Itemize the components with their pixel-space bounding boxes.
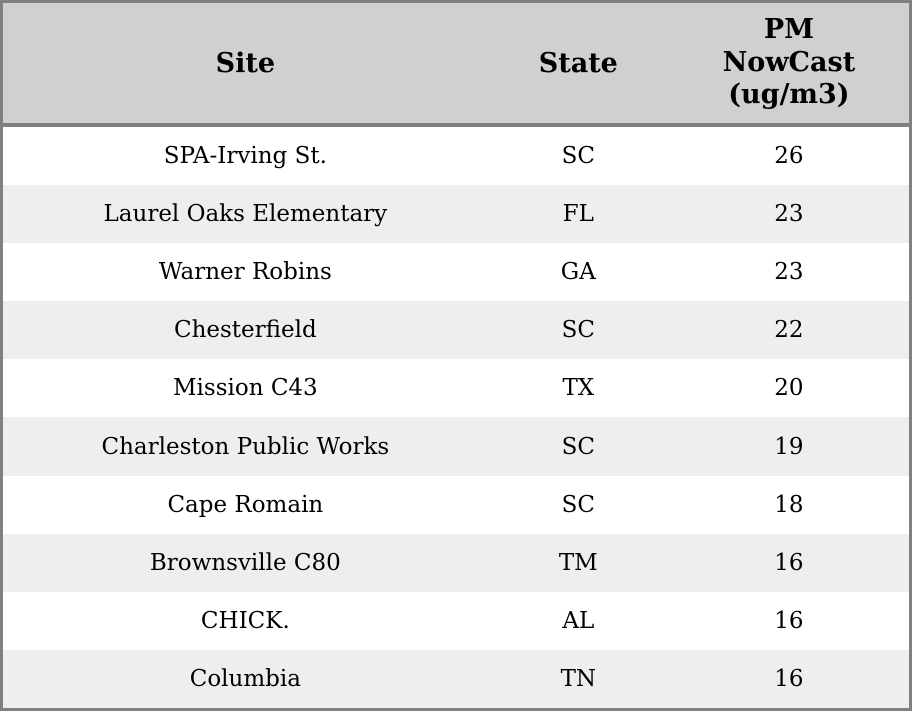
cell-pm-value: 23 [774, 201, 804, 228]
table-row: Chesterfield SC 22 [3, 301, 909, 360]
table-row: Charleston Public Works SC 19 [3, 417, 909, 476]
cell-site: Mission C43 [172, 375, 318, 402]
cell-site: Chesterfield [173, 317, 317, 344]
cell-site: Cape Romain [167, 491, 324, 518]
cell-pm-value: 19 [774, 433, 804, 460]
cell-state: TX [562, 375, 595, 402]
table-row: CHICK. AL 16 [3, 591, 909, 650]
cell-site: SPA-Irving St. [163, 143, 327, 170]
cell-site: Warner Robins [158, 259, 332, 286]
cell-pm-value: 16 [774, 665, 804, 692]
column-header-pm-nowcast: PM NowCast (ug/m3) [669, 14, 909, 111]
table-row: Cape Romain SC 18 [3, 475, 909, 534]
cell-site: Charleston Public Works [101, 433, 390, 460]
cell-pm-value: 16 [774, 549, 804, 576]
cell-state: TN [560, 665, 597, 692]
cell-state: SC [561, 433, 595, 460]
cell-site: Laurel Oaks Elementary [103, 201, 388, 228]
cell-pm-value: 23 [774, 259, 804, 286]
column-header-pm-nowcast-label: PM NowCast (ug/m3) [722, 14, 856, 111]
table-header-row: Site State PM NowCast (ug/m3) [3, 3, 909, 127]
column-header-site: Site [215, 47, 276, 79]
cell-state: TM [558, 549, 598, 576]
cell-site: CHICK. [200, 607, 290, 634]
cell-state: SC [561, 491, 595, 518]
cell-pm-value: 20 [774, 375, 804, 402]
cell-state: SC [561, 317, 595, 344]
cell-state: GA [560, 259, 596, 286]
cell-pm-value: 26 [774, 143, 804, 170]
table-row: Brownsville C80 TM 16 [3, 533, 909, 592]
cell-state: FL [562, 201, 594, 228]
table-row: Laurel Oaks Elementary FL 23 [3, 185, 909, 244]
cell-pm-value: 16 [774, 607, 804, 634]
cell-state: SC [561, 143, 595, 170]
table-row: Warner Robins GA 23 [3, 243, 909, 302]
column-header-state: State [538, 47, 618, 79]
table-row: Mission C43 TX 20 [3, 359, 909, 418]
cell-site: Brownsville C80 [149, 549, 341, 576]
table-row: Columbia TN 16 [3, 649, 909, 708]
cell-pm-value: 18 [774, 491, 804, 518]
cell-site: Columbia [189, 665, 301, 692]
cell-state: AL [562, 607, 595, 634]
cell-pm-value: 22 [774, 317, 804, 344]
table-row: SPA-Irving St. SC 26 [3, 127, 909, 186]
